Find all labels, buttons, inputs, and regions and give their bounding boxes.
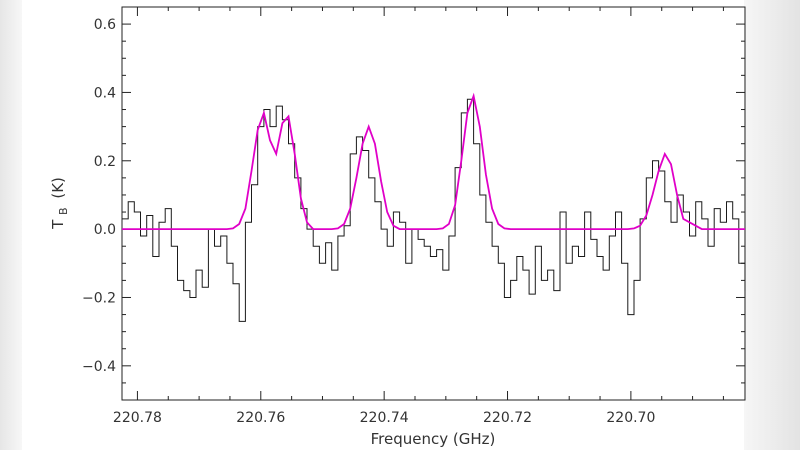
- x-axis-ticks: [136, 7, 724, 400]
- plot-frame: [121, 6, 746, 401]
- y-axis-tick-labels: −0.4 −0.2 0.0 0.2 0.4 0.6: [82, 17, 116, 375]
- y-axis-title-unit: (K): [49, 177, 67, 199]
- right-margin-shade: [744, 0, 800, 450]
- y-tick-label: 0.4: [94, 85, 116, 101]
- x-axis-title: Frequency (GHz): [371, 430, 496, 448]
- y-tick-label: 0.0: [94, 222, 116, 238]
- observed-spectrum-line: [122, 98, 746, 322]
- y-tick-label: 0.6: [94, 17, 116, 33]
- left-margin-shade: [0, 0, 22, 450]
- y-axis-ticks: [122, 6, 745, 401]
- y-axis-title-symbol: T: [49, 219, 67, 230]
- y-tick-label: 0.2: [94, 154, 116, 170]
- x-tick-label: 220.78: [113, 410, 162, 426]
- y-axis-title-subscript: B: [57, 207, 70, 215]
- x-tick-label: 220.72: [483, 410, 532, 426]
- x-tick-label: 220.70: [606, 410, 655, 426]
- x-tick-label: 220.76: [236, 410, 285, 426]
- x-axis-tick-labels: 220.78 220.76 220.74 220.72 220.70: [113, 410, 655, 426]
- y-axis-title: T B (K): [49, 177, 71, 230]
- y-tick-label: −0.4: [82, 359, 116, 375]
- y-tick-label: −0.2: [82, 290, 116, 306]
- model-fit-line: [122, 92, 745, 230]
- x-tick-label: 220.74: [360, 410, 409, 426]
